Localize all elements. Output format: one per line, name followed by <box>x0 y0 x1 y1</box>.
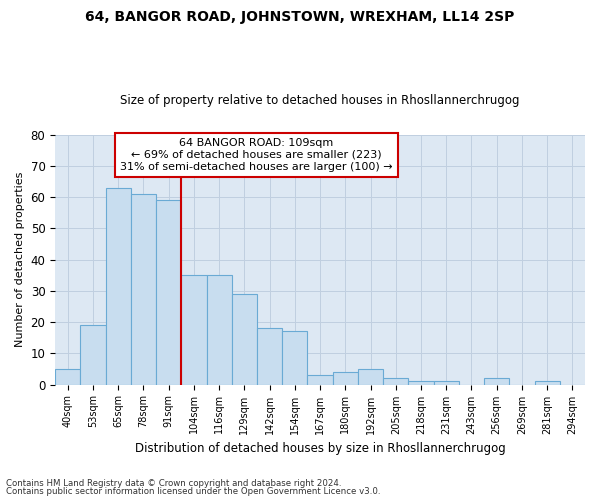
Text: 64, BANGOR ROAD, JOHNSTOWN, WREXHAM, LL14 2SP: 64, BANGOR ROAD, JOHNSTOWN, WREXHAM, LL1… <box>85 10 515 24</box>
Text: 64 BANGOR ROAD: 109sqm
← 69% of detached houses are smaller (223)
31% of semi-de: 64 BANGOR ROAD: 109sqm ← 69% of detached… <box>120 138 393 172</box>
Title: Size of property relative to detached houses in Rhosllannerchrugog: Size of property relative to detached ho… <box>121 94 520 107</box>
Bar <box>332 372 358 384</box>
Bar <box>358 369 383 384</box>
Bar <box>181 275 206 384</box>
Bar <box>55 369 80 384</box>
Bar <box>206 275 232 384</box>
Text: Contains HM Land Registry data © Crown copyright and database right 2024.: Contains HM Land Registry data © Crown c… <box>6 478 341 488</box>
Text: Contains public sector information licensed under the Open Government Licence v3: Contains public sector information licen… <box>6 487 380 496</box>
Bar <box>156 200 181 384</box>
Bar <box>434 382 459 384</box>
Bar <box>106 188 131 384</box>
Bar <box>535 382 560 384</box>
Bar <box>282 332 307 384</box>
Bar <box>409 382 434 384</box>
Bar <box>232 294 257 384</box>
Bar <box>484 378 509 384</box>
Bar <box>257 328 282 384</box>
Y-axis label: Number of detached properties: Number of detached properties <box>15 172 25 347</box>
Bar <box>131 194 156 384</box>
Bar <box>307 375 332 384</box>
Bar <box>80 325 106 384</box>
X-axis label: Distribution of detached houses by size in Rhosllannerchrugog: Distribution of detached houses by size … <box>135 442 505 455</box>
Bar <box>383 378 409 384</box>
